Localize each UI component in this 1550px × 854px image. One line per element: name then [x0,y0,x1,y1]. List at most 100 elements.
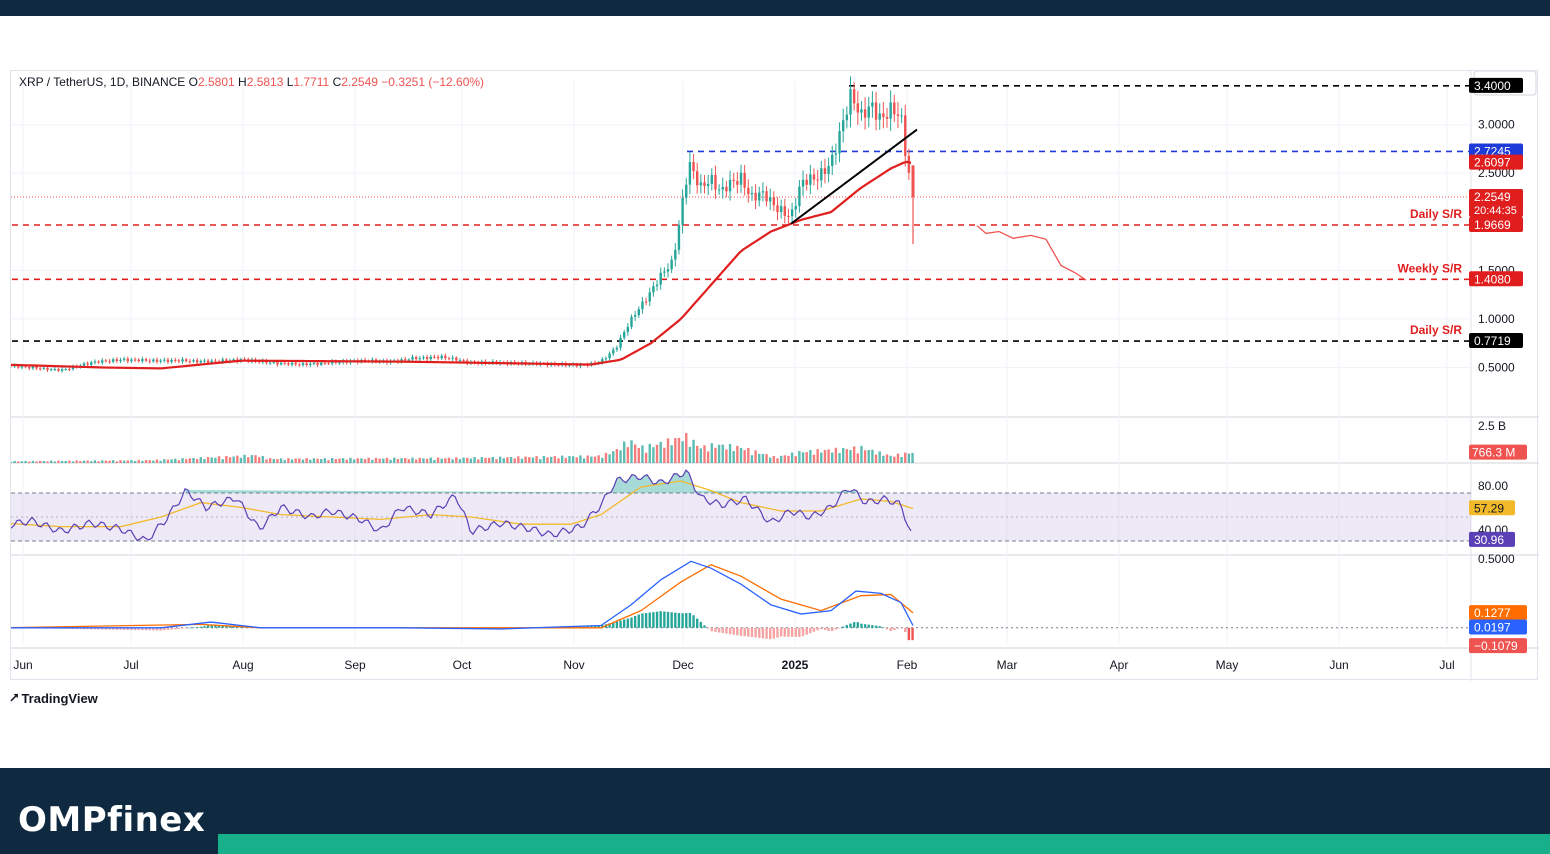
candle-body[interactable] [126,358,129,362]
candle-body[interactable] [663,271,666,273]
candle-body[interactable] [24,366,27,368]
candle-body[interactable] [674,249,677,260]
candle-body[interactable] [900,115,903,117]
candle-body[interactable] [301,363,305,366]
ema-line[interactable] [11,160,912,370]
candle-body[interactable] [232,359,235,361]
candle-body[interactable] [108,361,111,363]
candle-body[interactable] [28,366,31,369]
candle-body[interactable] [181,359,184,362]
candle-body[interactable] [152,359,155,362]
candle-body[interactable] [666,269,670,272]
candle-body[interactable] [11,365,13,367]
candle-body[interactable] [148,360,151,362]
candle-body[interactable] [769,197,772,202]
candle-body[interactable] [60,369,64,371]
candle-body[interactable] [305,363,308,366]
candle-body[interactable] [323,362,327,364]
candle-body[interactable] [57,368,60,371]
candle-body[interactable] [455,357,458,361]
candle-body[interactable] [199,361,202,363]
candle-body[interactable] [104,360,108,362]
candle-body[interactable] [765,191,768,202]
candle-body[interactable] [601,359,604,363]
trend-line[interactable] [790,128,918,225]
candle-body[interactable] [637,309,640,316]
candle-body[interactable] [192,360,195,362]
candle-body[interactable] [101,360,104,363]
candle-body[interactable] [195,360,199,363]
candle-body[interactable] [64,369,67,371]
candle-body[interactable] [225,359,228,362]
candle-body[interactable] [39,368,42,370]
candle-body[interactable] [86,363,89,365]
candle-body[interactable] [283,362,286,364]
candle-body[interactable] [812,174,816,180]
candle-body[interactable] [827,165,830,174]
candle-body[interactable] [728,179,732,192]
candle-body[interactable] [327,362,330,364]
candle-body[interactable] [721,186,724,190]
candle-body[interactable] [834,153,838,155]
candle-body[interactable] [203,360,206,362]
candle-body[interactable] [750,192,754,195]
candle-body[interactable] [871,102,874,107]
candle-body[interactable] [82,363,86,366]
candle-body[interactable] [670,259,673,270]
candle-body[interactable] [732,179,735,182]
candle-body[interactable] [820,168,823,181]
candle-body[interactable] [312,363,316,365]
candle-body[interactable] [17,365,20,368]
macd-line[interactable] [11,560,914,630]
candle-body[interactable] [790,209,794,217]
candle-body[interactable] [641,301,644,310]
candle-body[interactable] [604,358,608,360]
candle-body[interactable] [754,192,757,201]
candle-body[interactable] [214,360,217,362]
candle-body[interactable] [681,197,684,225]
candle-body[interactable] [779,206,783,213]
candle-body[interactable] [294,362,297,365]
candle-body[interactable] [633,315,637,317]
candle-body[interactable] [823,168,827,174]
candle-body[interactable] [221,359,224,362]
candle-body[interactable] [787,215,790,217]
candle-body[interactable] [878,113,881,120]
candle-body[interactable] [743,172,746,188]
candle-body[interactable] [893,102,896,115]
candle-body[interactable] [429,356,432,360]
rsi-line[interactable] [11,469,912,542]
candle-body[interactable] [619,337,622,348]
candle-body[interactable] [49,369,53,371]
candle-body[interactable] [155,359,159,362]
candle-body[interactable] [579,364,582,367]
candle-body[interactable] [331,361,334,364]
candle-body[interactable] [889,102,892,119]
candle-body[interactable] [163,359,166,361]
candle-body[interactable] [53,368,56,370]
candle-body[interactable] [130,359,133,362]
candle-body[interactable] [206,360,210,363]
candle-body[interactable] [783,206,786,216]
candle-body[interactable] [648,292,651,302]
candle-body[interactable] [761,191,765,193]
candle-body[interactable] [210,360,213,363]
candle-body[interactable] [809,174,812,185]
candle-body[interactable] [119,359,122,362]
candle-body[interactable] [462,360,465,362]
candle-body[interactable] [652,286,655,293]
candle-body[interactable] [863,109,867,118]
candle-body[interactable] [623,332,626,338]
candle-body[interactable] [882,113,885,117]
candle-body[interactable] [447,358,451,360]
candle-body[interactable] [122,358,126,360]
candle-body[interactable] [458,360,462,362]
chart-panel[interactable]: USDTXRP / TetherUS, 1D, BINANCE O2.5801 … [10,70,1539,681]
candle-body[interactable] [159,360,162,362]
candle-body[interactable] [612,349,615,354]
candle-body[interactable] [35,366,38,369]
candle-body[interactable] [626,326,630,333]
candle-body[interactable] [174,359,177,361]
candle-body[interactable] [772,197,776,206]
candle-body[interactable] [451,357,454,359]
